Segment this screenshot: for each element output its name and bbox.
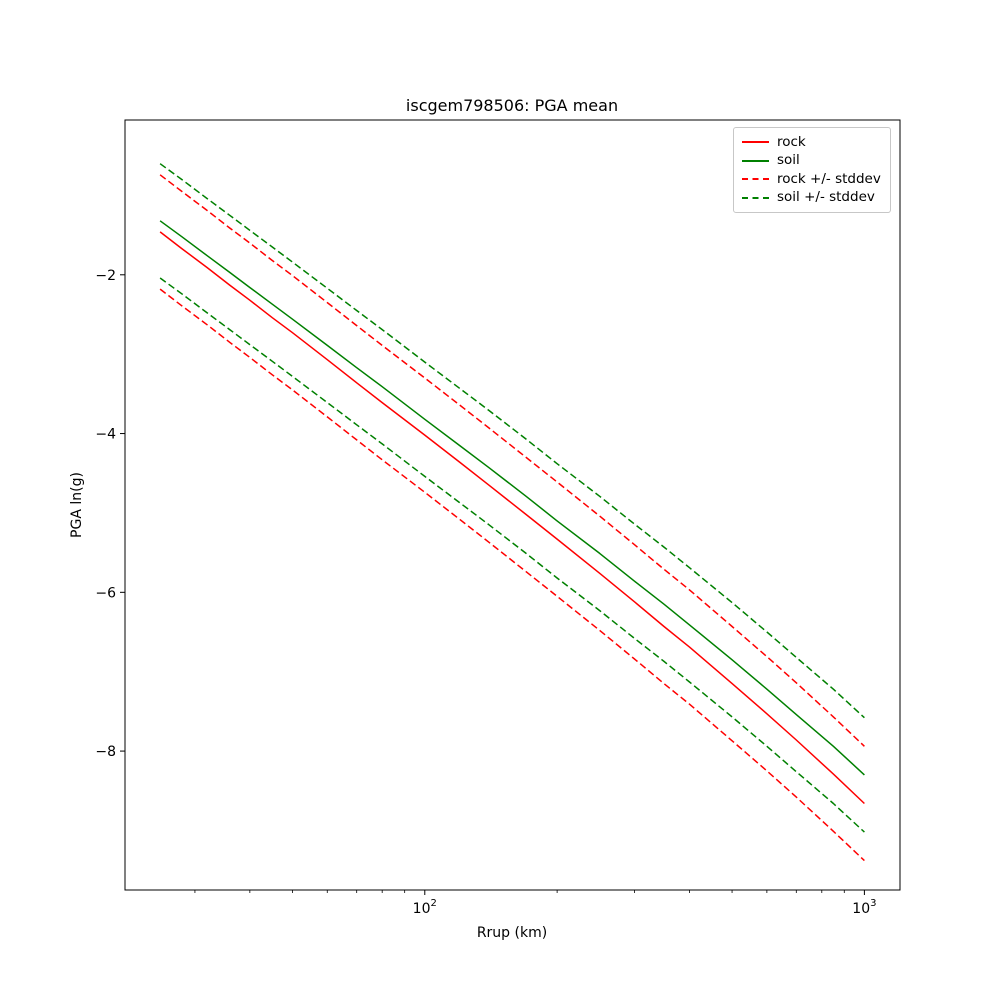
- axes-box: [124, 119, 901, 891]
- y-tick-label: −6: [95, 585, 116, 601]
- axes-layer: −2 −4 −6 −8 102 103: [95, 119, 901, 917]
- series-line-soil-stddev-upper: [159, 163, 865, 719]
- y-tick-label: −4: [95, 427, 116, 443]
- y-tick-label: −8: [95, 744, 116, 760]
- series-line-rock-stddev-upper: [159, 174, 865, 747]
- series-line-rock-stddev-lower: [159, 288, 865, 862]
- y-axis-label: PGA ln(g): [69, 472, 85, 538]
- x-tick-label: 102: [413, 898, 437, 917]
- soil-line-sample: [742, 159, 769, 162]
- series-line-soil-stddev-lower: [159, 277, 865, 833]
- chart-title: iscgem798506: PGA mean: [406, 96, 618, 115]
- legend-item-rock: rock: [742, 133, 882, 152]
- legend-item-rock-stddev: rock +/- stddev: [742, 170, 882, 189]
- x-tick-label: 103: [852, 898, 876, 917]
- series-line-soil-mean: [159, 220, 865, 776]
- legend: rock soil rock +/- stddev soil +/- stdde…: [733, 127, 891, 213]
- series-line-rock-mean: [159, 231, 865, 805]
- curves-layer: [159, 163, 865, 862]
- x-axis-label: Rrup (km): [477, 925, 547, 941]
- rock-stddev-line-sample: [742, 178, 769, 181]
- rock-line-sample: [742, 141, 769, 144]
- soil-stddev-line-sample: [742, 196, 769, 199]
- legend-item-soil: soil: [742, 152, 882, 171]
- legend-label-soil-stddev: soil +/- stddev: [777, 189, 875, 205]
- legend-label-soil: soil: [777, 152, 800, 168]
- y-tick-label: −2: [95, 268, 116, 284]
- legend-label-rock: rock: [777, 133, 806, 150]
- legend-item-soil-stddev: soil +/- stddev: [742, 189, 882, 208]
- legend-label-rock-stddev: rock +/- stddev: [777, 170, 881, 187]
